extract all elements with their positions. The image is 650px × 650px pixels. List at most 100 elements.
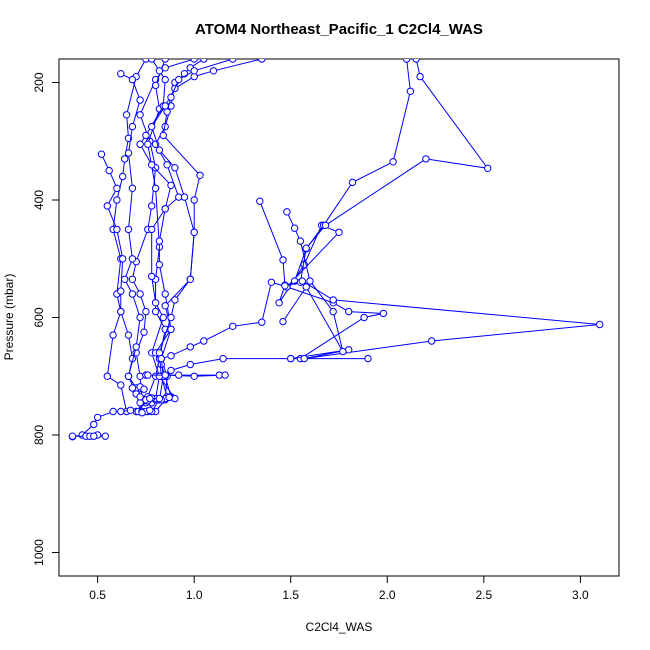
data-point [117,287,125,295]
data-point [128,122,137,131]
x-axis-label: C2Cl4_WAS [306,620,373,634]
data-point [128,255,137,263]
data-point [389,158,397,166]
data-point [109,407,117,416]
data-point [136,290,144,298]
data-point [167,313,175,322]
data-point [161,75,169,84]
data-point [360,313,368,322]
data-point [155,146,164,154]
data-point [306,277,314,285]
data-point [155,394,164,403]
data-point [140,328,148,336]
data-point [155,67,164,75]
data-point [186,360,195,369]
data-point [200,59,208,63]
data-point [171,164,179,172]
data-point [93,413,102,422]
data-point [296,237,305,245]
data-point [148,272,156,281]
data-point [484,164,492,173]
x-axis: 0.5 1.0 1.5 2.0 2.5 3.0 [89,576,589,602]
data-point [163,161,171,169]
data-point [122,111,131,119]
data-point [148,161,156,169]
data-point [136,140,144,148]
data-point [128,290,137,298]
series-8 [148,59,266,407]
data-point [167,93,175,101]
data-point [379,309,388,318]
series-14 [142,371,229,380]
data-point [302,283,310,291]
series-13 [279,208,347,356]
data-point [136,393,144,401]
data-point [219,354,227,363]
data-point [298,277,306,285]
data-point [142,307,150,316]
data-point [121,155,129,163]
series-line [158,59,600,401]
y-tick-label: 400 [32,190,46,210]
data-point [151,299,160,307]
data-point [132,343,140,351]
data-point [281,282,289,290]
data-point [97,150,106,158]
data-point [175,371,183,379]
data-point [329,296,337,304]
data-point [287,354,295,363]
y-tick-label: 800 [32,425,46,445]
data-point [167,325,175,333]
x-tick-label: 2.0 [379,588,396,602]
data-point [200,337,208,345]
data-point [142,131,150,140]
data-point [161,205,169,213]
data-point [103,372,112,380]
data-point [113,225,121,234]
x-tick-label: 0.5 [89,588,106,602]
data-point [300,354,308,363]
data-point [155,260,164,269]
data-point [364,354,372,363]
data-point [148,225,156,234]
data-point [117,70,125,78]
data-point [105,166,113,175]
series-11 [283,59,415,363]
data-point [175,75,183,84]
y-axis-label: Pressure (mbar) [2,274,16,361]
data-point [103,202,112,210]
data-point [148,122,156,131]
data-point [109,331,117,339]
data-point [128,75,137,84]
data-point [113,196,121,204]
data-point [196,171,204,180]
data-point [155,372,164,380]
x-tick-label: 1.0 [186,588,203,602]
data-point [267,278,276,286]
series-line [72,59,147,438]
data-point [128,384,137,392]
data-point [144,140,152,148]
data-point [339,347,347,356]
series-layer [68,59,604,441]
data-point [186,275,195,283]
data-point [329,307,337,316]
data-point [136,372,144,380]
data-point [186,343,195,351]
data-point [221,371,229,379]
data-point [279,317,287,326]
data-point [124,331,133,339]
data-point [113,184,121,193]
data-point [406,87,415,96]
data-point [121,275,129,283]
data-point [68,432,77,440]
data-point [159,313,168,322]
data-point [128,275,137,283]
y-tick-label: 200 [32,72,46,92]
series-6 [117,70,144,416]
series-line [155,59,233,401]
data-point [119,255,127,263]
chart-title: ATOM4 Northeast_Pacific_1 C2Cl4_WAS [195,21,483,38]
data-point [167,352,175,360]
